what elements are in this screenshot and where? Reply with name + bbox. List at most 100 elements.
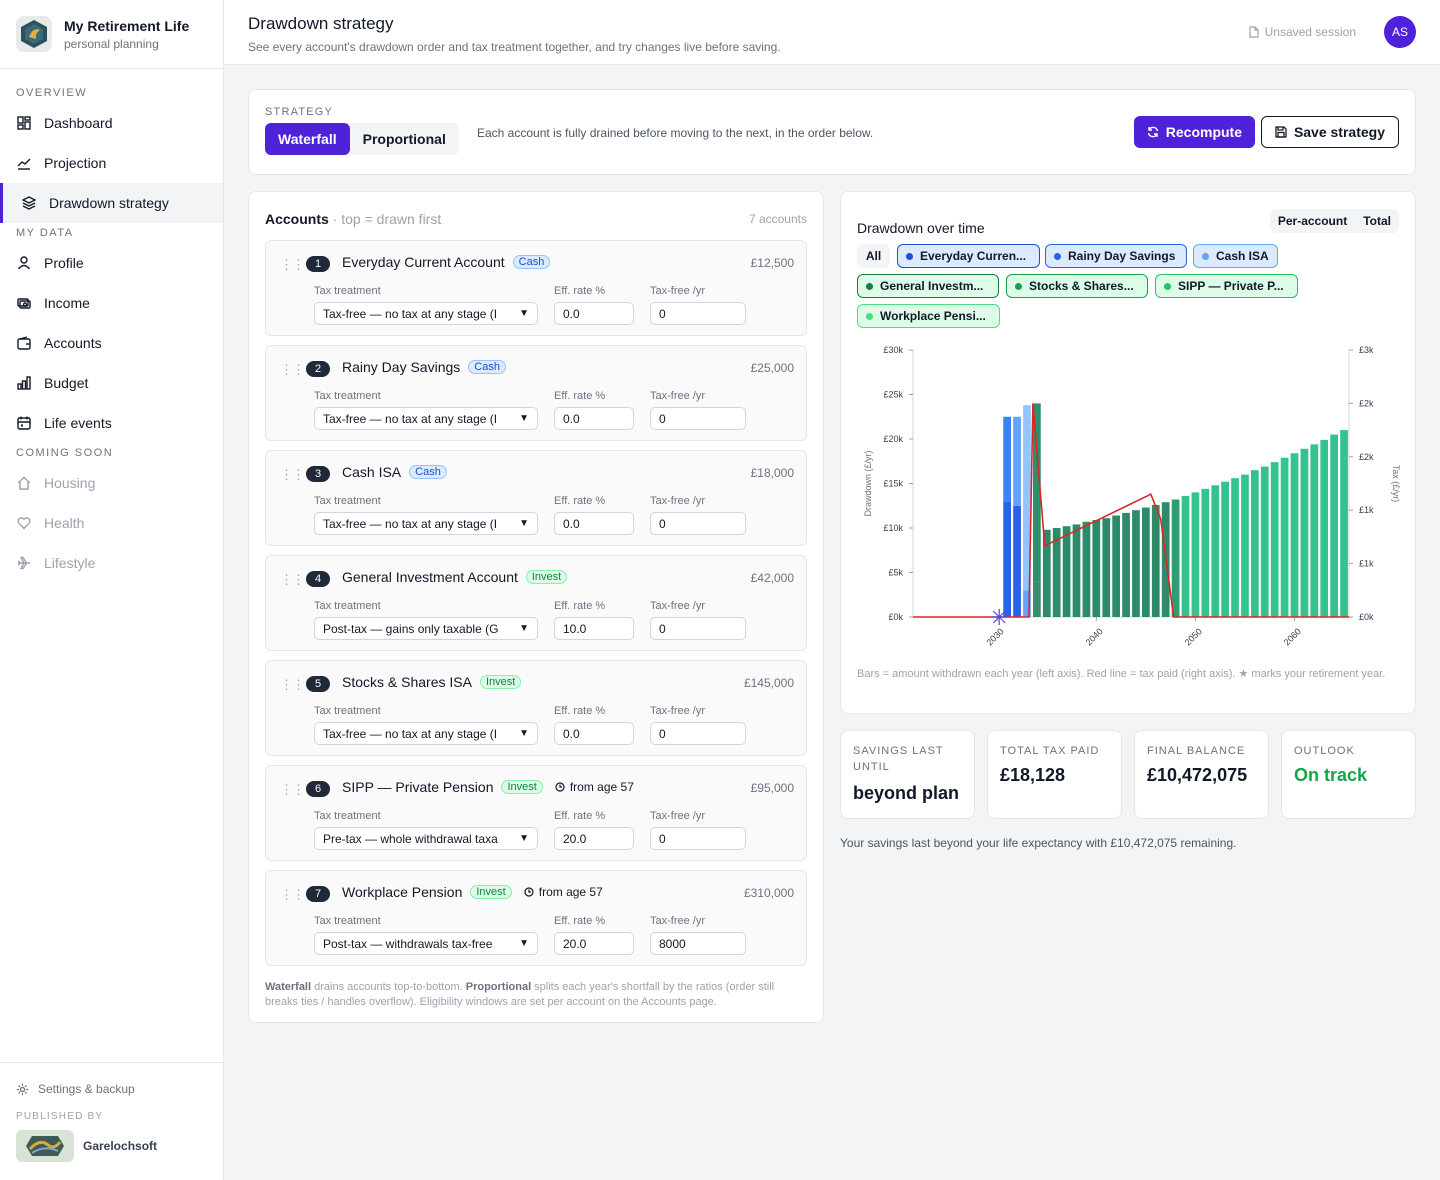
tax-treatment-select[interactable]: Tax-free — no tax at any stage (I ▼ (314, 722, 538, 745)
nav-budget[interactable]: Budget (0, 363, 223, 403)
tax-free-input[interactable]: 0 (650, 407, 746, 430)
series-color-dot (906, 252, 913, 260)
session-status: Unsaved session (1249, 25, 1356, 39)
tax-free-input[interactable]: 0 (650, 722, 746, 745)
chip-all[interactable]: All (857, 244, 890, 268)
caret-down-icon: ▼ (519, 623, 529, 634)
tax-free-input[interactable]: 0 (650, 617, 746, 640)
account-balance: £310,000 (743, 886, 794, 900)
accounts-count: 7 accounts (748, 212, 807, 226)
tax-free-input[interactable]: 0 (650, 302, 746, 325)
account-row[interactable]: ⋮⋮ 6 SIPP — Private Pension Invest from age … (265, 765, 807, 861)
save-strategy-button[interactable]: Save strategy (1260, 116, 1399, 148)
account-row[interactable]: ⋮⋮ 3 Cash ISA Cash £18,000 Tax treatment Eff. … (265, 450, 807, 546)
account-order-number: 2 (306, 361, 330, 377)
chart-mode-toggle: Per-account Total (1269, 209, 1399, 233)
bar (1231, 478, 1239, 617)
tax-treatment-select[interactable]: Tax-free — no tax at any stage (I ▼ (314, 407, 538, 430)
account-row[interactable]: ⋮⋮ 7 Workplace Pension Invest from age 57 £31… (265, 870, 807, 966)
tax-treatment-select[interactable]: Pre-tax — whole withdrawal taxa ▼ (314, 827, 538, 850)
avatar[interactable]: AS (1384, 16, 1416, 48)
published-by-label: PUBLISHED BY (16, 1111, 104, 1122)
account-name: SIPP — Private Pension (342, 779, 494, 795)
account-name-row: Stocks & Shares ISA Invest (342, 674, 522, 690)
account-balance: £95,000 (750, 781, 794, 795)
drag-handle-icon[interactable]: ⋮⋮ (280, 572, 305, 587)
account-row[interactable]: ⋮⋮ 4 General Investment Account Invest £42,0… (265, 555, 807, 651)
stat-value: £18,128 (1000, 765, 1066, 785)
toggle-per-account[interactable]: Per-account (1277, 214, 1348, 228)
tax-free-label: Tax-free /yr (650, 495, 706, 507)
brand[interactable]: My Retirement Life personal planning (0, 0, 223, 69)
tax-free-input[interactable]: 0 (650, 827, 746, 850)
series-chip[interactable]: Cash ISA (1193, 244, 1278, 268)
caret-down-icon: ▼ (519, 518, 529, 529)
eff-rate-input[interactable]: 0.0 (554, 302, 634, 325)
chip-label: Everyday Curren... (920, 249, 1027, 263)
tax-treatment-select[interactable]: Tax-free — no tax at any stage (I ▼ (314, 512, 538, 535)
series-chip[interactable]: SIPP — Private P... (1155, 274, 1298, 298)
eff-rate-input[interactable]: 20.0 (554, 932, 634, 955)
series-chip[interactable]: General Investm... (857, 274, 999, 298)
tax-free-input[interactable]: 0 (650, 512, 746, 535)
tax-treatment-label: Tax treatment (314, 495, 381, 507)
bar (1023, 405, 1031, 591)
account-row[interactable]: ⋮⋮ 2 Rainy Day Savings Cash £25,000 Tax treat… (265, 345, 807, 441)
account-balance: £42,000 (750, 571, 794, 585)
publisher[interactable]: Garelochsoft (16, 1130, 207, 1162)
tax-treatment-select[interactable]: Tax-free — no tax at any stage (I ▼ (314, 302, 538, 325)
bar (1032, 403, 1041, 582)
nav-profile[interactable]: Profile (0, 243, 223, 283)
nav-dashboard[interactable]: Dashboard (0, 103, 223, 143)
account-name: Workplace Pension (342, 884, 463, 900)
tax-treatment-select[interactable]: Post-tax — withdrawals tax-free ▼ (314, 932, 538, 955)
eff-rate-input[interactable]: 0.0 (554, 722, 634, 745)
sidebar-footer: Settings & backup PUBLISHED BY Garelochs… (0, 1062, 223, 1180)
nav-health-label: Health (44, 515, 85, 531)
eff-rate-input[interactable]: 0.0 (554, 407, 634, 430)
accounts-hint: · top = drawn first (328, 211, 442, 227)
toggle-total[interactable]: Total (1363, 214, 1391, 228)
drag-handle-icon[interactable]: ⋮⋮ (280, 467, 305, 482)
drag-handle-icon[interactable]: ⋮⋮ (280, 677, 305, 692)
recompute-button[interactable]: Recompute (1133, 116, 1255, 148)
nav-drawdown-strategy[interactable]: Drawdown strategy (0, 183, 223, 223)
tax-free-input[interactable]: 8000 (650, 932, 746, 955)
tax-treatment-select[interactable]: Post-tax — gains only taxable (G ▼ (314, 617, 538, 640)
strategy-option-waterfall[interactable]: Waterfall (265, 123, 350, 155)
stat-label: TOTAL TAX PAID (1000, 745, 1100, 757)
eff-rate-input[interactable]: 20.0 (554, 827, 634, 850)
chart-note: Bars = amount withdrawn each year (left … (857, 668, 1386, 680)
series-chip[interactable]: Everyday Curren... (897, 244, 1040, 268)
bar (1141, 507, 1150, 617)
settings-link[interactable]: Settings & backup (16, 1075, 207, 1103)
series-chip[interactable]: Stocks & Shares... (1006, 274, 1148, 298)
series-color-dot (1054, 252, 1061, 260)
eff-rate-input[interactable]: 0.0 (554, 512, 634, 535)
eligibility-age-label: from age 57 (538, 885, 603, 899)
tax-treatment-value: Pre-tax — whole withdrawal taxa (323, 831, 498, 846)
series-chip[interactable]: Rainy Day Savings (1045, 244, 1187, 268)
layers-icon (21, 195, 37, 211)
account-row[interactable]: ⋮⋮ 1 Everyday Current Account Cash £12,500 Ta… (265, 240, 807, 336)
drag-handle-icon[interactable]: ⋮⋮ (280, 362, 305, 377)
nav-health: Health (0, 503, 223, 543)
strategy-option-proportional[interactable]: Proportional (362, 131, 446, 147)
account-row[interactable]: ⋮⋮ 5 Stocks & Shares ISA Invest £145,000 Tax … (265, 660, 807, 756)
tax-free-label: Tax-free /yr (650, 915, 706, 927)
nav-accounts[interactable]: Accounts (0, 323, 223, 363)
nav-life-events[interactable]: Life events (0, 403, 223, 443)
nav-projection[interactable]: Projection (0, 143, 223, 183)
strategy-card: STRATEGY Waterfall Proportional Each acc… (248, 89, 1416, 175)
y-tick-label: £25k (883, 390, 903, 400)
drag-handle-icon[interactable]: ⋮⋮ (280, 887, 305, 902)
bar (1221, 481, 1230, 617)
series-chip[interactable]: Workplace Pensi... (857, 304, 1000, 328)
tax-treatment-label: Tax treatment (314, 285, 381, 297)
eff-rate-input[interactable]: 10.0 (554, 617, 634, 640)
nav-income[interactable]: Income (0, 283, 223, 323)
drag-handle-icon[interactable]: ⋮⋮ (280, 257, 305, 272)
drag-handle-icon[interactable]: ⋮⋮ (280, 782, 305, 797)
eff-rate-label: Eff. rate % (554, 810, 606, 822)
wallet-icon (16, 335, 32, 351)
